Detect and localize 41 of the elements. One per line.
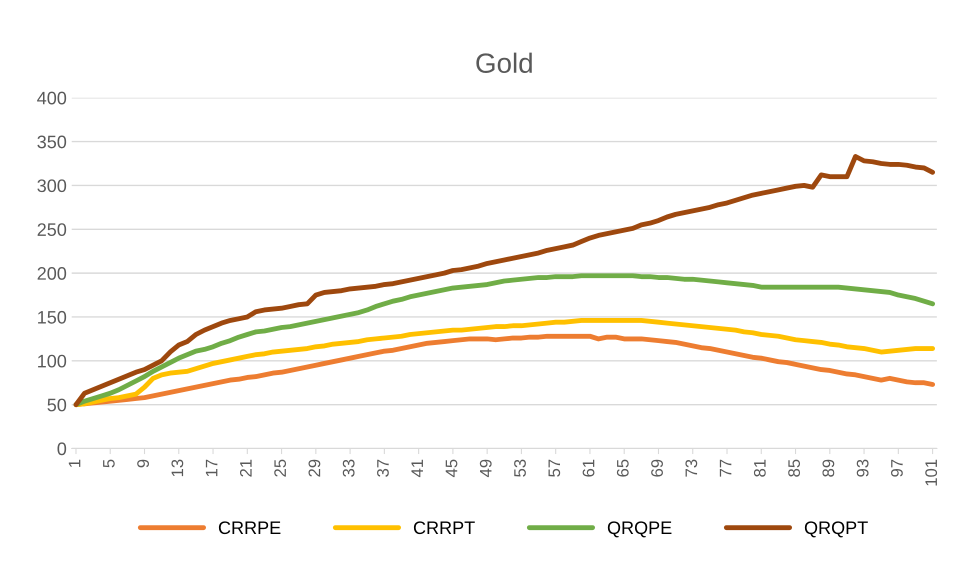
x-tick-label: 25: [274, 460, 286, 477]
x-tick-label: 61: [582, 460, 594, 477]
x-tick-label: 41: [411, 460, 423, 478]
chart-title: Gold: [476, 52, 532, 74]
y-tick-label: 250: [38, 223, 66, 236]
y-tick-label: 150: [38, 310, 66, 324]
x-tick-label: 69: [651, 460, 663, 477]
x-tick-label: 21: [240, 460, 252, 477]
x-tick-label: 29: [308, 460, 320, 477]
x-tick-label: 17: [206, 460, 218, 476]
x-tick-label: 33: [342, 460, 355, 477]
x-tick-label: 1: [68, 460, 80, 467]
x-tick-label: 85: [788, 460, 800, 477]
legend-label: QRQPE: [608, 521, 672, 538]
x-tick-label: 77: [720, 460, 732, 477]
x-tick-label: 13: [171, 460, 184, 476]
y-tick-label: 200: [38, 267, 66, 280]
y-tick-label: 50: [47, 398, 66, 412]
legend-label: CRRPE: [218, 521, 280, 534]
x-tick-label: 57: [548, 460, 560, 477]
x-tick-label: 9: [137, 460, 149, 468]
x-tick-label: 45: [446, 460, 458, 478]
y-tick-label: 100: [38, 354, 66, 368]
x-tick-label: 5: [103, 460, 115, 468]
legend-label: QRQPT: [804, 521, 868, 538]
x-tick-label: 37: [377, 460, 389, 477]
x-tick-label: 49: [480, 460, 492, 478]
y-tick-label: 300: [37, 179, 66, 192]
x-tick-label: 97: [891, 460, 903, 477]
line-series: [74, 154, 936, 408]
x-tick-label: 101: [925, 460, 938, 486]
y-tick-label: 0: [58, 442, 66, 456]
x-tick-label: 89: [822, 460, 834, 477]
x-tick-label: 73: [685, 460, 698, 477]
y-tick-label: 400: [37, 92, 66, 104]
y-tick-label: 350: [37, 136, 66, 148]
x-tick-label: 93: [856, 460, 869, 477]
legend-label: CRRPT: [414, 521, 475, 534]
x-tick-label: 65: [616, 460, 629, 477]
x-tick-label: 53: [514, 460, 526, 477]
x-tick-label: 81: [754, 460, 766, 477]
